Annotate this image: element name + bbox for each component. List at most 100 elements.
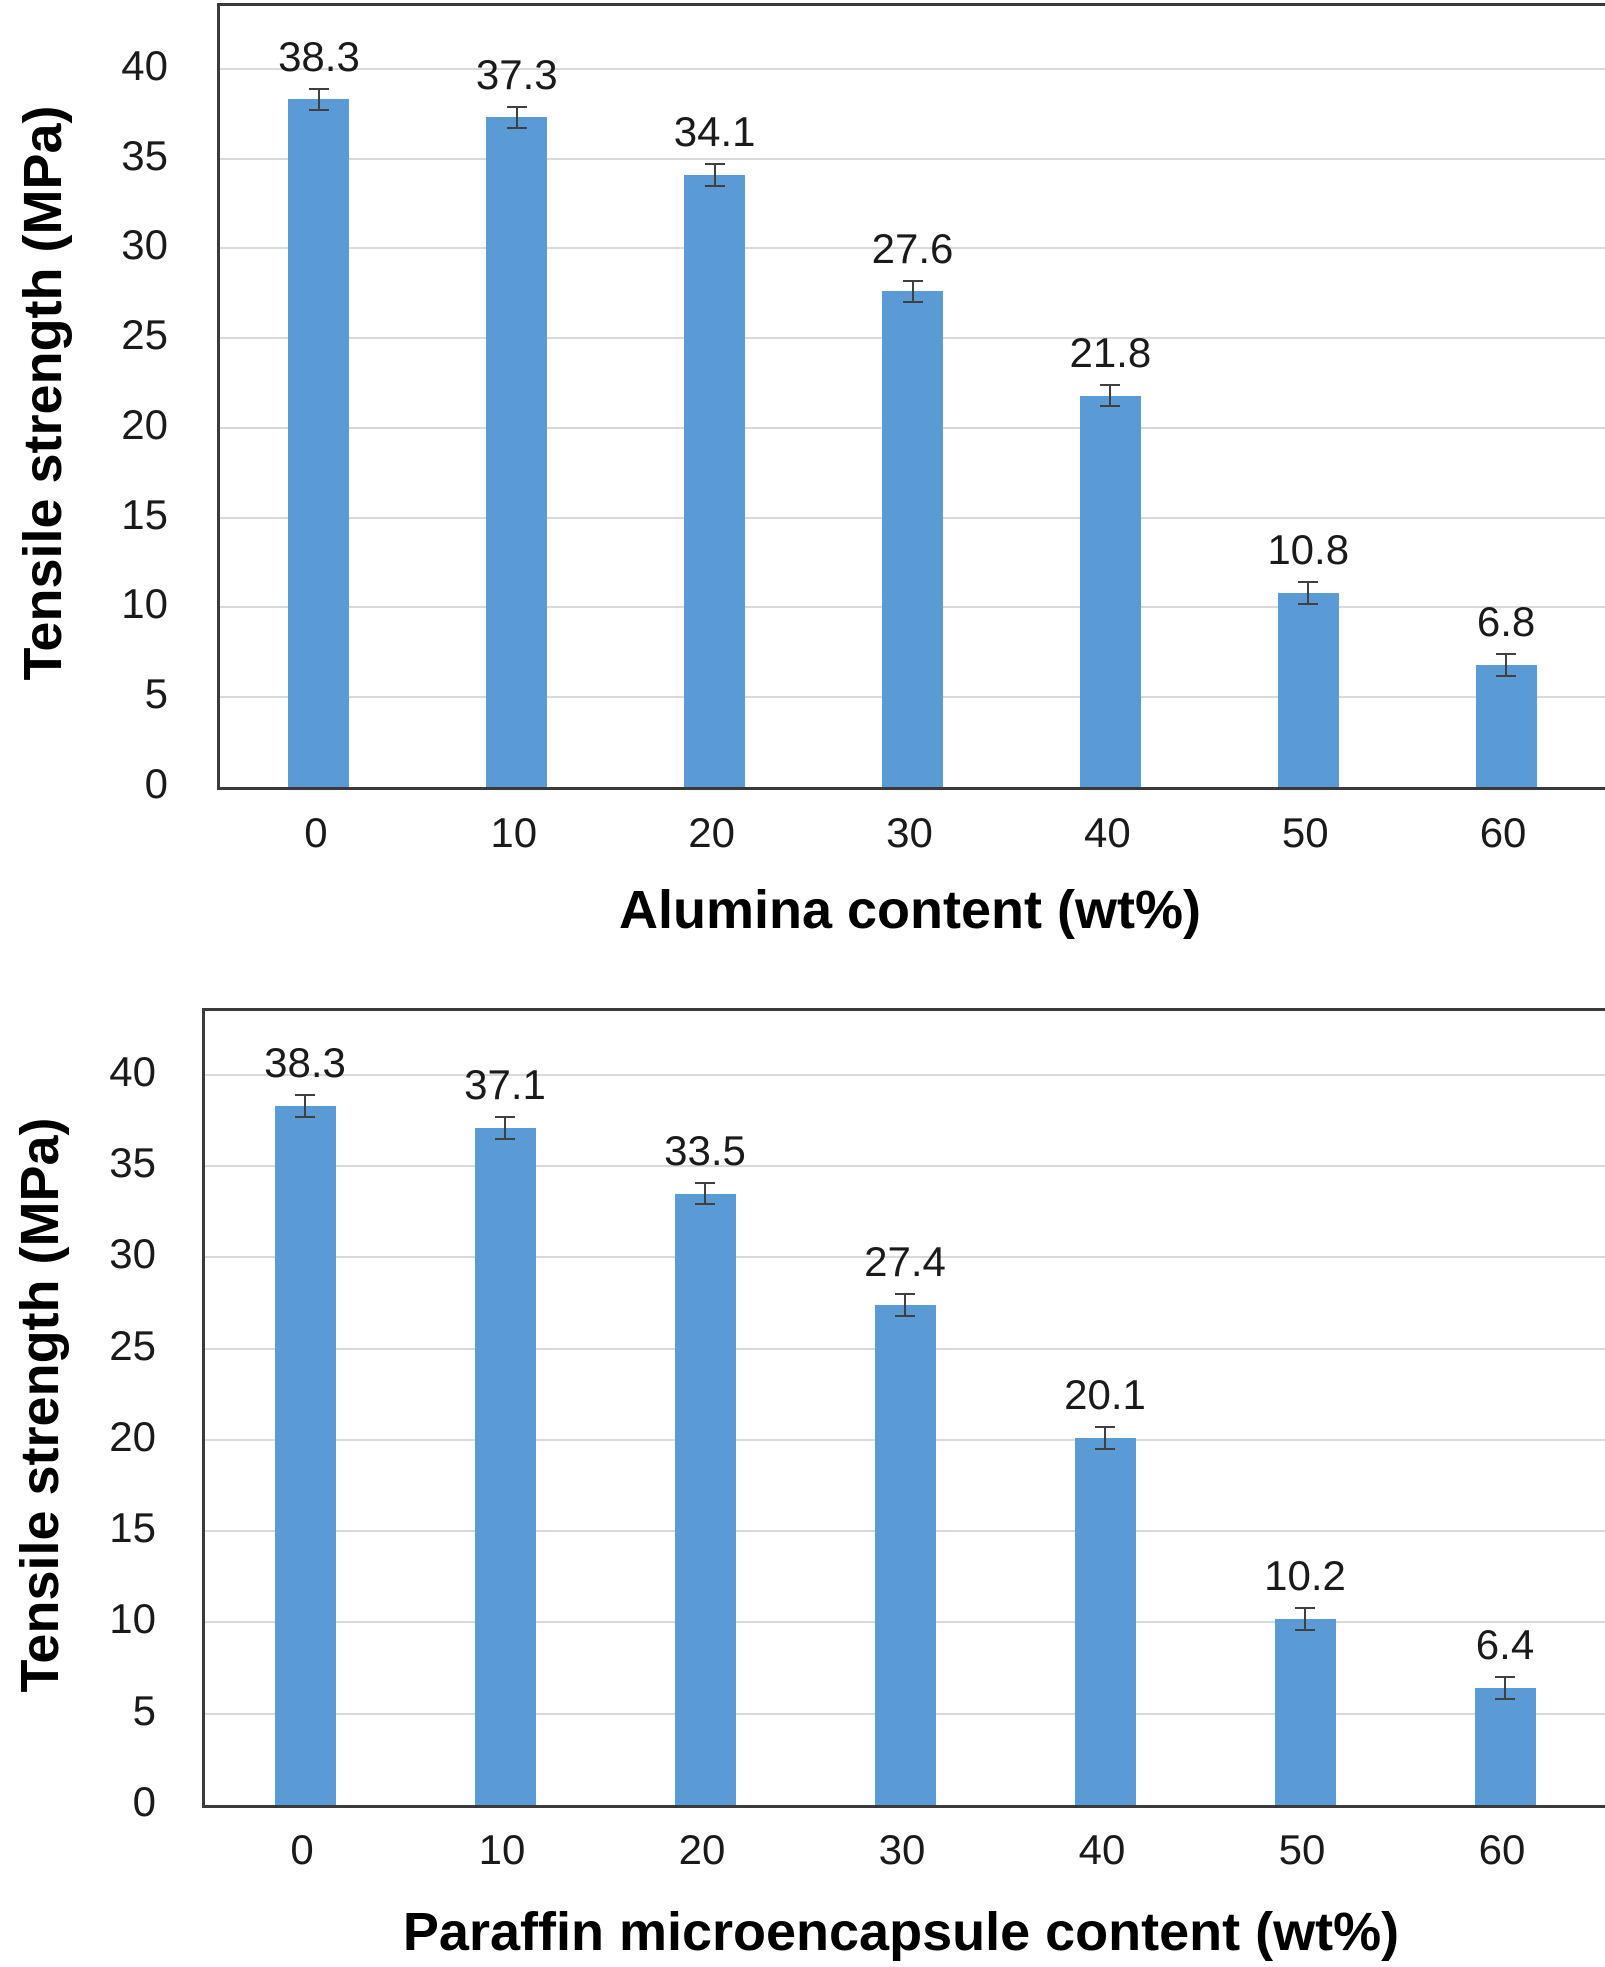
- y-tick-label: 10: [109, 1595, 156, 1643]
- error-bar-cap: [895, 1314, 915, 1317]
- bar-60wt: [1474, 1688, 1536, 1805]
- bar-value-label: 38.3: [278, 32, 360, 80]
- bar-10wt: [486, 117, 548, 787]
- plot-area-alumina: 38.3 37.3 34.1 27.6 21.8 10.8 6.8: [217, 3, 1605, 790]
- x-tick-label: 30: [878, 1826, 926, 1873]
- y-tick-label: 35: [109, 1139, 156, 1187]
- y-tick-label: 35: [121, 131, 168, 179]
- bar-value-label: 6.8: [1476, 598, 1536, 646]
- y-tick-label: 15: [109, 1504, 156, 1552]
- error-bar-cap: [308, 87, 329, 90]
- bar-value-label: 10.2: [1264, 1551, 1346, 1599]
- bar-60wt: [1475, 664, 1537, 787]
- x-tick-label: 20: [678, 1826, 726, 1873]
- y-tick-label: 15: [121, 490, 168, 538]
- x-tick-label: 50: [1281, 809, 1329, 856]
- y-tick-label: 20: [121, 400, 168, 448]
- x-tick-label: 10: [478, 1826, 526, 1873]
- error-bar: [704, 1182, 706, 1205]
- error-bar-cap: [1095, 1448, 1115, 1451]
- bar-value-label: 34.1: [673, 107, 756, 155]
- error-bar: [1104, 1427, 1106, 1450]
- bar-value-label: 37.3: [475, 50, 558, 98]
- bar-0wt: [274, 1105, 336, 1805]
- error-bar-cap: [704, 184, 725, 187]
- error-bar: [904, 1293, 906, 1316]
- error-bar-cap: [704, 162, 725, 165]
- error-bar-cap: [495, 1137, 515, 1140]
- bar-value-label: 20.1: [1064, 1371, 1146, 1419]
- y-tick-label: 30: [109, 1230, 156, 1278]
- error-bar-cap: [1298, 581, 1319, 584]
- x-tick-label: 30: [886, 809, 933, 856]
- error-bar-cap: [506, 127, 527, 130]
- bar-40wt: [1074, 1438, 1136, 1805]
- x-tick-label: 40: [1078, 1826, 1126, 1873]
- error-bar-cap: [1495, 1676, 1515, 1679]
- error-bar-cap: [1095, 1426, 1115, 1429]
- gridline-y40: [220, 67, 1605, 70]
- error-bar: [1304, 1607, 1306, 1630]
- gridline-y35: [205, 1165, 1605, 1168]
- error-bar-cap: [1496, 653, 1517, 656]
- gridline-y40: [205, 1073, 1605, 1076]
- error-bar-cap: [1295, 1606, 1315, 1609]
- error-bar-cap: [308, 109, 329, 112]
- bar-30wt: [882, 291, 943, 787]
- gridline-y30: [220, 247, 1605, 250]
- x-tick-label: 10: [490, 809, 538, 856]
- x-tick-label: 20: [688, 809, 735, 856]
- error-bar-cap: [695, 1203, 715, 1206]
- error-bar: [1307, 582, 1310, 604]
- x-axis-title-paraffin: Paraffin microencapsule content (wt%): [402, 1902, 1400, 1962]
- error-bar: [713, 163, 716, 186]
- y-tick-label: 5: [132, 1686, 156, 1734]
- error-bar-cap: [1298, 602, 1319, 605]
- y-tick-label: 25: [121, 311, 168, 359]
- bar-50wt: [1274, 1618, 1336, 1805]
- error-bar-cap: [495, 1115, 515, 1118]
- error-bar: [515, 106, 518, 129]
- error-bar-cap: [1496, 674, 1517, 677]
- x-tick-label: 50: [1278, 1826, 1326, 1873]
- bar-value-label: 33.5: [664, 1126, 746, 1174]
- y-tick-label: 5: [144, 670, 168, 718]
- y-tick-label: 0: [132, 1778, 156, 1825]
- bar-40wt: [1079, 395, 1141, 787]
- error-bar: [911, 280, 914, 303]
- x-tick-label: 0: [290, 1826, 314, 1873]
- bar-value-label: 37.1: [464, 1060, 546, 1108]
- error-bar-cap: [902, 301, 923, 304]
- error-bar-cap: [1100, 405, 1121, 408]
- error-bar: [317, 88, 320, 111]
- y-tick-label: 40: [109, 1047, 156, 1095]
- bar-0wt: [288, 99, 350, 787]
- error-bar: [1504, 1677, 1506, 1700]
- bar-30wt: [874, 1304, 936, 1805]
- x-tick-label: 60: [1478, 1826, 1526, 1873]
- error-bar-cap: [1100, 383, 1121, 386]
- y-tick-label: 20: [109, 1412, 156, 1460]
- error-bar-cap: [506, 105, 527, 108]
- gridline-y35: [220, 157, 1605, 160]
- bar-value-label: 10.8: [1267, 526, 1350, 574]
- error-bar-cap: [295, 1093, 315, 1096]
- y-tick-label: 10: [121, 580, 168, 628]
- error-bar: [304, 1094, 306, 1117]
- bar-value-label: 38.3: [264, 1038, 346, 1086]
- bar-value-label: 27.6: [871, 224, 954, 272]
- bar-value-label: 21.8: [1069, 328, 1152, 376]
- error-bar-cap: [902, 279, 923, 282]
- bar-10wt: [474, 1127, 536, 1805]
- bar-50wt: [1277, 593, 1339, 787]
- error-bar: [1505, 654, 1508, 676]
- error-bar-cap: [1495, 1698, 1515, 1701]
- x-tick-label: 40: [1083, 809, 1131, 856]
- bar-20wt: [684, 174, 746, 787]
- error-bar-cap: [895, 1292, 915, 1295]
- plot-area-paraffin: 38.3 37.1 33.5 27.4 20.1 10.2 6.4: [202, 1008, 1605, 1808]
- bar-value-label: 6.4: [1475, 1621, 1535, 1669]
- bar-20wt: [674, 1193, 736, 1805]
